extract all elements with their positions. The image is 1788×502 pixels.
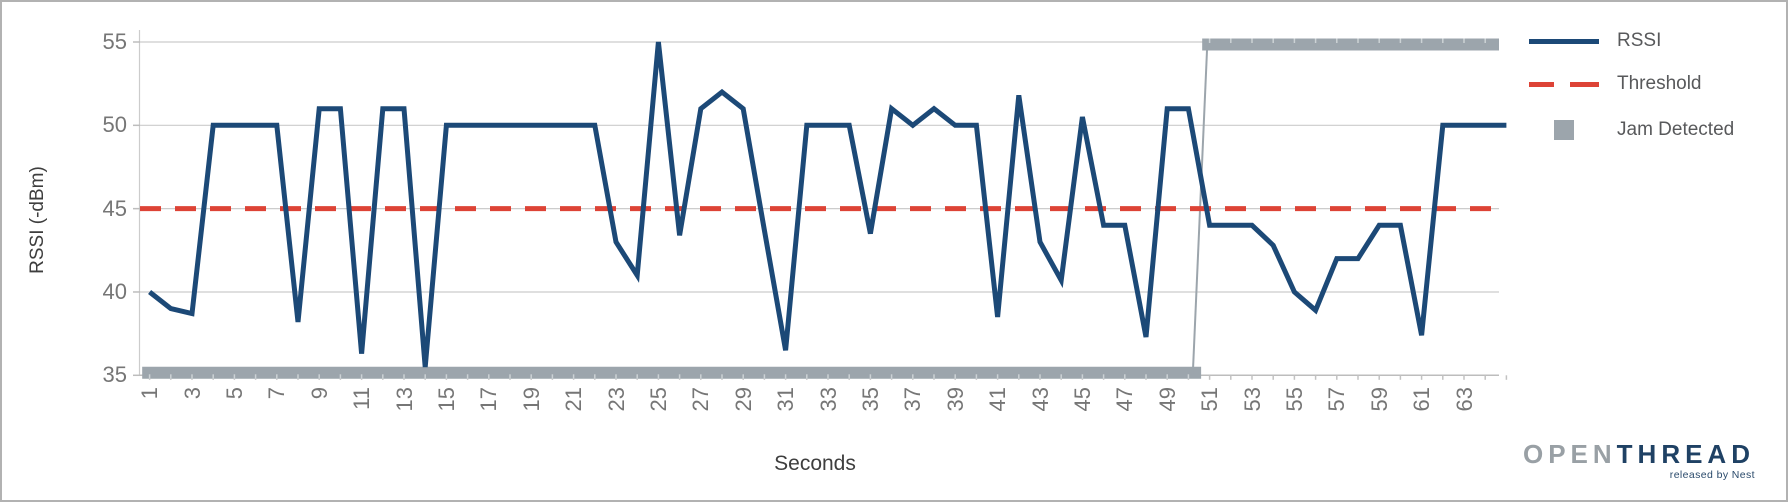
x-tick-label: 21 [561,387,587,412]
jam-square-swatch [1554,120,1574,140]
y-tick-label: 50 [102,112,127,138]
legend-label-jam: Jam Detected [1617,119,1735,140]
openthread-logo: OPENTHREAD released by Nest [1523,440,1755,481]
legend-label-threshold: Threshold [1617,73,1702,94]
x-axis-title: Seconds [774,452,856,475]
x-tick-label: 37 [900,387,926,412]
x-tick-label: 45 [1069,387,1095,412]
x-tick-label: 33 [815,387,841,412]
x-tick-label: 53 [1239,387,1265,412]
y-tick-label: 40 [102,278,127,304]
x-tick-label: 19 [518,387,544,412]
x-tick-label: 11 [349,387,375,410]
x-tick-label: 13 [391,387,417,412]
x-tick-label: 27 [688,387,714,412]
logo-open-text: OPEN [1522,439,1617,469]
rssi-line [148,41,1507,368]
x-tick-label: 25 [645,387,671,412]
rssi-line-swatch [1529,39,1599,44]
x-tick-label: 49 [1154,387,1180,412]
x-tick-label: 39 [942,387,968,412]
x-tick-label: 55 [1281,387,1307,412]
x-tick-label: 31 [773,387,799,412]
x-tick-label: 61 [1409,387,1435,412]
x-tick-label: 7 [264,387,290,400]
openthread-logo-word: OPENTHREAD [1523,440,1755,468]
x-tick-label: 17 [476,387,502,412]
x-tick-label: 9 [306,387,332,400]
x-tick-label: 63 [1451,387,1477,412]
y-tick-label: 55 [102,29,127,54]
x-tick-label: 5 [221,387,247,400]
x-tick-label: 35 [857,387,883,412]
y-axis-title: RSSI (-dBm) [27,166,48,274]
x-tick-label: 51 [1197,387,1223,412]
x-tick-label: 57 [1324,387,1350,412]
y-tick-label: 45 [102,195,127,221]
threshold-dash-swatch [1529,82,1599,87]
x-tick-label: 43 [1027,387,1053,412]
x-tick-label: 3 [179,387,205,400]
x-tick-label: 41 [985,387,1011,412]
x-tick-label: 29 [730,387,756,412]
x-tick-label: 47 [1112,387,1138,412]
legend-label-rssi: RSSI [1617,30,1662,51]
x-tick-label: 15 [433,387,459,412]
x-tick-label: 23 [603,387,629,412]
x-tick-label: 1 [137,387,163,400]
logo-thread-text: THREAD [1616,439,1755,469]
logo-tagline: released by Nest [1669,469,1755,481]
x-tick-label: 59 [1366,387,1392,412]
y-tick-label: 35 [102,362,127,388]
